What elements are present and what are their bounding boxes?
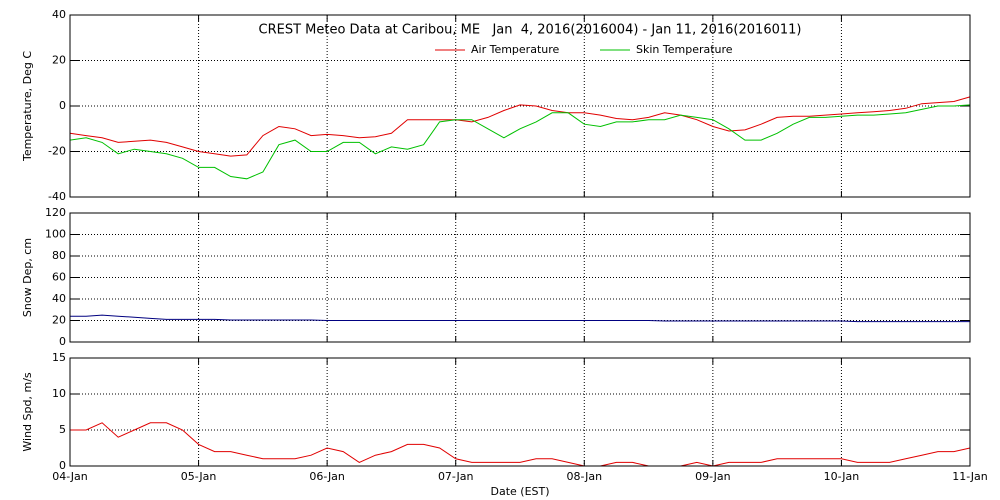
y-tick-label: 10 — [52, 387, 66, 400]
y-axis-label: Snow Dep, cm — [21, 238, 34, 317]
series-line — [69, 96, 971, 157]
x-tick-label: 04-Jan — [52, 470, 88, 483]
y-tick-label: 20 — [52, 314, 66, 327]
x-tick-label: 06-Jan — [309, 470, 345, 483]
y-tick-label: -20 — [48, 145, 66, 158]
plot-frame — [69, 357, 971, 467]
y-tick-label: 60 — [52, 271, 66, 284]
x-tick-label: 05-Jan — [181, 470, 217, 483]
y-axis-label: Temperature, Deg C — [21, 51, 34, 162]
x-axis-label: Date (EST) — [490, 485, 549, 498]
x-tick-label: 07-Jan — [438, 470, 474, 483]
y-tick-label: 5 — [59, 423, 66, 436]
legend-label: Air Temperature — [471, 43, 560, 56]
y-tick-label: 15 — [52, 351, 66, 364]
series-line — [70, 314, 970, 323]
plot-frame — [69, 212, 971, 343]
y-tick-label: -40 — [48, 190, 66, 203]
series-line — [70, 422, 971, 467]
x-tick-label: 10-Jan — [824, 470, 860, 483]
y-tick-label: 100 — [45, 228, 66, 241]
y-tick-label: 0 — [59, 459, 66, 472]
y-tick-label: 80 — [52, 249, 66, 262]
y-tick-label: 40 — [52, 8, 66, 21]
y-tick-label: 40 — [52, 292, 66, 305]
series-line — [69, 104, 971, 180]
y-tick-label: 20 — [52, 54, 66, 67]
plot-frame — [69, 14, 971, 198]
x-tick-label: 11-Jan — [952, 470, 988, 483]
chart-title: CREST Meteo Data at Caribou, ME Jan 4, 2… — [259, 23, 802, 38]
legend-label: Skin Temperature — [636, 43, 733, 56]
y-tick-label: 0 — [59, 99, 66, 112]
y-axis-label: Wind Spd, m/s — [21, 372, 34, 452]
y-tick-label: 0 — [59, 335, 66, 348]
y-tick-label: 120 — [45, 206, 66, 219]
x-tick-label: 08-Jan — [567, 470, 603, 483]
x-tick-label: 09-Jan — [695, 470, 731, 483]
